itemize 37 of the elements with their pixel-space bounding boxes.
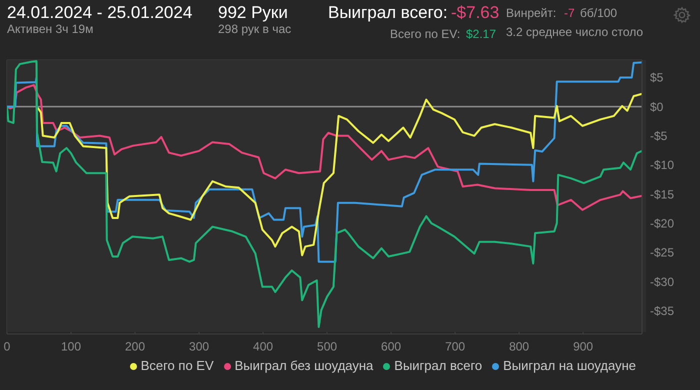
y-tick-label: -$5: [650, 129, 668, 144]
y-tick-label: $0: [650, 100, 664, 114]
legend-label: Всего по EV: [140, 358, 214, 373]
line-series: [36, 92, 642, 256]
text: Всего по EV:: [390, 27, 460, 41]
y-tick-label: $5: [650, 70, 664, 85]
x-tick-label: 300: [189, 340, 210, 354]
text: 298 рук в час: [218, 22, 292, 36]
text: $2.17: [466, 27, 496, 41]
y-tick-label: -$15: [650, 187, 674, 202]
x-tick-label: 500: [317, 340, 338, 354]
legend-label: Выиграл без шоудауна: [234, 358, 374, 373]
legend-label: Выиграл на шоудауне: [503, 358, 636, 373]
text: Выиграл всего:: [328, 3, 448, 23]
chart-title: 24.01.2024 - 25.01.2024: [7, 3, 192, 23]
x-tick-label: 900: [573, 340, 594, 354]
y-tick-label: -$35: [650, 304, 674, 318]
x-tick-label: 800: [509, 340, 530, 354]
text: 992 Руки: [218, 3, 288, 23]
text: 3.2 среднее число столо: [506, 25, 644, 39]
x-tick-label: 200: [125, 340, 146, 354]
text: -7: [564, 6, 575, 20]
y-tick-label: -$10: [650, 158, 674, 172]
text: Винрейт:: [506, 6, 556, 20]
text: бб/100: [580, 6, 618, 20]
x-tick-label: 0: [4, 340, 11, 354]
text: -$7.63: [451, 3, 500, 23]
line-series: [7, 84, 642, 211]
y-tick-label: -$25: [650, 246, 674, 260]
y-tick-label: -$20: [650, 216, 674, 230]
text: Активен 3ч 19м: [7, 22, 94, 36]
legend-label: Выиграл всего: [394, 358, 482, 373]
x-tick-label: 600: [381, 340, 402, 354]
y-tick-label: -$30: [650, 274, 674, 289]
x-tick-label: 400: [253, 340, 274, 354]
x-tick-label: 700: [445, 340, 466, 354]
x-tick-label: 100: [60, 340, 82, 354]
